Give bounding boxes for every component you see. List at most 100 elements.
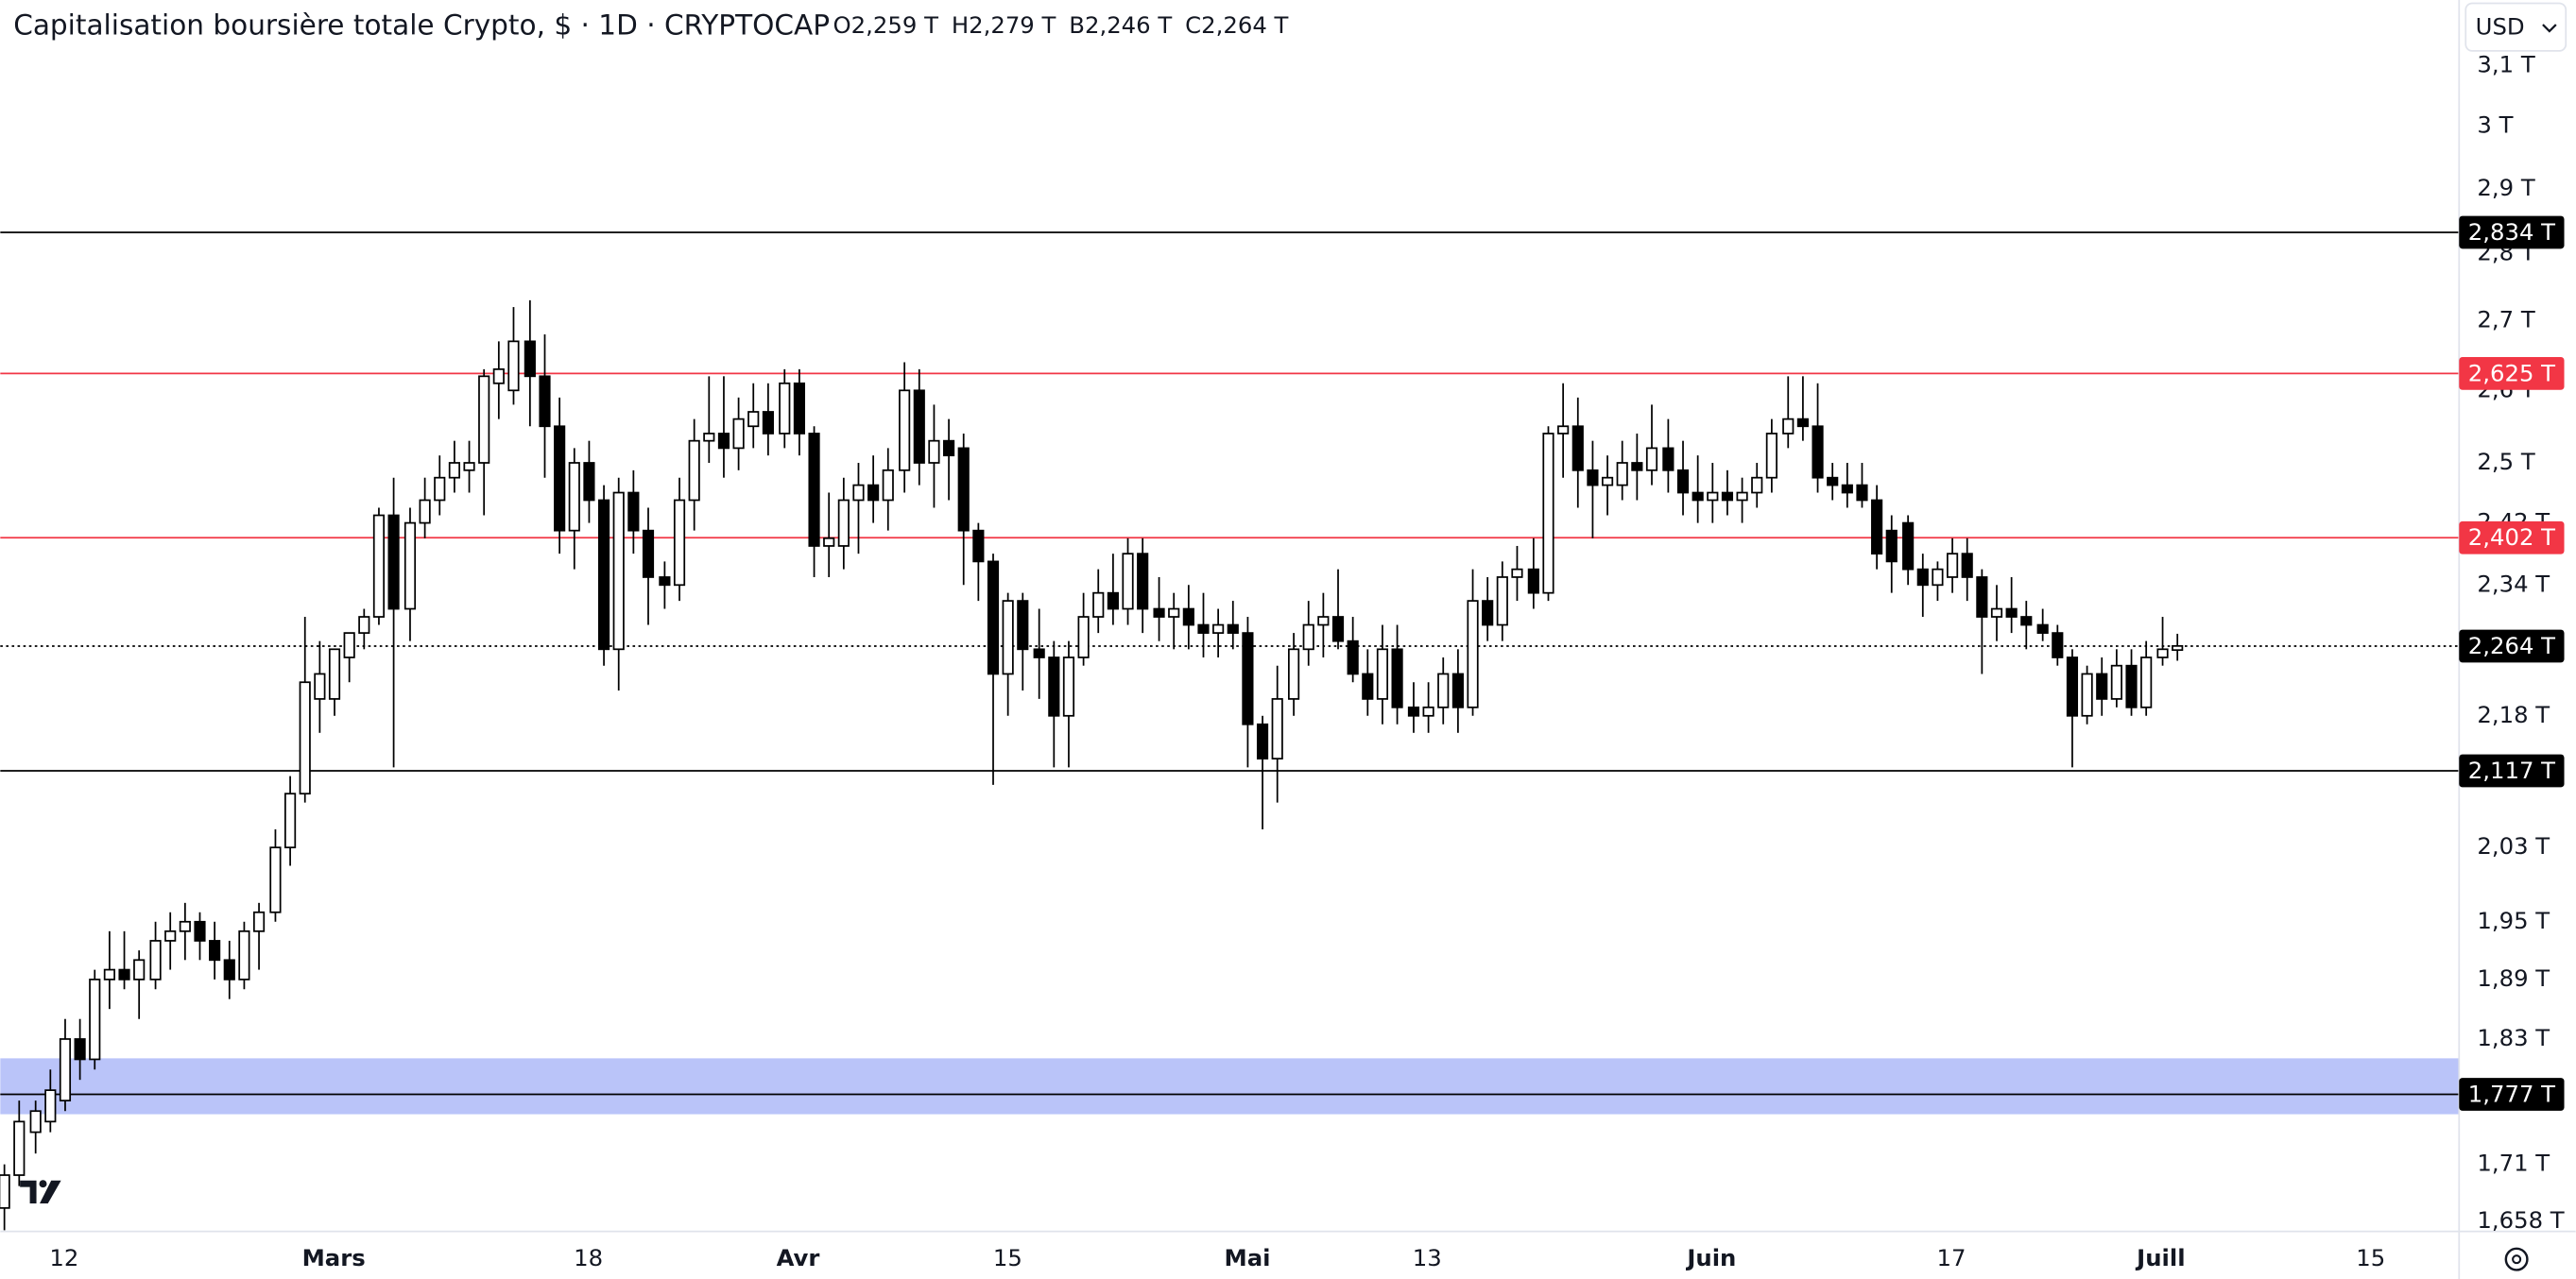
candle-body	[209, 940, 221, 962]
candle-body	[103, 968, 115, 981]
chevron-icon	[2542, 24, 2557, 33]
candle-body	[539, 375, 551, 428]
candle-body	[1751, 476, 1763, 494]
candle-body	[179, 920, 191, 932]
candle-body	[1153, 607, 1165, 618]
x-tick-label: Avr	[777, 1244, 820, 1271]
candle-body	[793, 382, 805, 435]
candle-body	[1077, 616, 1090, 658]
ohlc-key: O	[833, 11, 851, 39]
candle-body	[928, 439, 940, 464]
candle-body	[673, 499, 686, 587]
candle-body	[1782, 418, 1795, 435]
candle-layer	[0, 299, 2184, 1231]
candle-body	[2052, 632, 2064, 658]
candle-body	[1496, 576, 1508, 626]
candle-body	[1542, 433, 1554, 594]
badge-layer: 2,834 T 2,625 T 2,402 T 2,264 T 2,117 T 1,777…	[2459, 215, 2565, 1111]
candle-body	[1841, 484, 1853, 494]
level-badge	[2459, 754, 2565, 788]
candle-body	[1871, 499, 1883, 555]
zone-layer	[0, 1058, 2460, 1115]
level-label: 1,777 T	[2468, 1080, 2555, 1107]
y-tick-label: 2,34 T	[2477, 570, 2550, 597]
candle-body	[1616, 462, 1628, 486]
candle-body	[252, 911, 266, 932]
y-tick-label: 2,5 T	[2477, 448, 2534, 475]
y-tick-label: 2,18 T	[2477, 701, 2550, 728]
settings-button[interactable]	[2504, 1247, 2529, 1271]
level-label: 2,834 T	[2468, 218, 2555, 246]
candle-body	[59, 1038, 72, 1102]
x-tick-label: Mars	[302, 1244, 366, 1271]
candle-body	[74, 1038, 86, 1061]
candle-body	[358, 616, 370, 634]
candle-body	[2066, 657, 2079, 717]
candle-body	[554, 425, 566, 532]
candle-body	[194, 920, 206, 942]
candle-body	[913, 389, 925, 464]
chart-title: Capitalisation boursière totale Crypto, …	[13, 9, 830, 41]
ohlc-readout: O2,259 T H2,279 T B2,246 T C2,264 T	[833, 11, 1289, 39]
candle-body	[957, 447, 970, 532]
candle-body	[1796, 418, 1809, 428]
candle-body	[747, 411, 760, 428]
candle-body	[372, 514, 386, 618]
candle-body	[29, 1110, 42, 1134]
currency-label[interactable]: USD	[2476, 13, 2525, 41]
candle-body	[478, 375, 490, 464]
candle-body	[1856, 484, 1868, 502]
tradingview-logo[interactable]	[20, 1180, 61, 1204]
x-tick-label: 17	[1936, 1244, 1966, 1271]
x-tick-label: 15	[2356, 1244, 2385, 1271]
level-label: 2,117 T	[2468, 757, 2555, 784]
candle-body	[1885, 529, 1898, 563]
candle-body	[1137, 553, 1149, 610]
candle-body	[2140, 657, 2153, 708]
candle-body	[118, 968, 130, 981]
ohlc-key: H	[952, 11, 969, 39]
candle-body	[1571, 425, 1584, 471]
candle-body	[1990, 607, 2003, 618]
candle-body	[314, 673, 326, 700]
currency-selector[interactable]: USD	[2464, 2, 2567, 52]
candle-body	[808, 433, 820, 547]
candle-body	[1062, 657, 1075, 717]
candle-body	[1482, 600, 1494, 626]
candle-body	[1765, 433, 1777, 479]
candle-body	[1601, 476, 1614, 486]
x-tick-label: Mai	[1225, 1244, 1271, 1271]
candle-body	[1271, 698, 1283, 760]
candle-body	[1976, 576, 1988, 618]
candle-body	[1092, 591, 1105, 618]
x-tick-label: 13	[1413, 1244, 1442, 1271]
candle-body	[1827, 476, 1839, 486]
candle-body	[2020, 616, 2033, 626]
y-tick-label: 1,89 T	[2477, 964, 2550, 992]
candle-body	[133, 959, 146, 981]
candle-body	[1961, 553, 1973, 578]
candle-body	[2156, 648, 2169, 658]
candle-body	[524, 340, 536, 378]
gear-icon[interactable]	[2504, 1247, 2529, 1271]
candle-body	[867, 484, 880, 502]
currency-button[interactable]	[2464, 2, 2567, 52]
candle-body	[1587, 469, 1599, 486]
candle-body	[1902, 521, 1915, 571]
candle-body	[269, 846, 282, 913]
candle-body	[1662, 447, 1674, 471]
ohlc-value: 2,264 T	[1201, 11, 1288, 39]
candle-body	[1033, 648, 1045, 658]
candle-body	[1347, 640, 1359, 675]
ohlc-value: 2,279 T	[969, 11, 1056, 39]
candle-body	[1527, 568, 1539, 594]
candle-body	[1467, 600, 1479, 708]
candle-body	[732, 418, 745, 450]
candle-body	[1932, 568, 1944, 587]
candle-body	[717, 433, 730, 450]
candle-body	[223, 959, 235, 981]
candle-body	[703, 433, 715, 442]
candle-body	[899, 389, 911, 471]
candle-body	[1227, 623, 1239, 634]
